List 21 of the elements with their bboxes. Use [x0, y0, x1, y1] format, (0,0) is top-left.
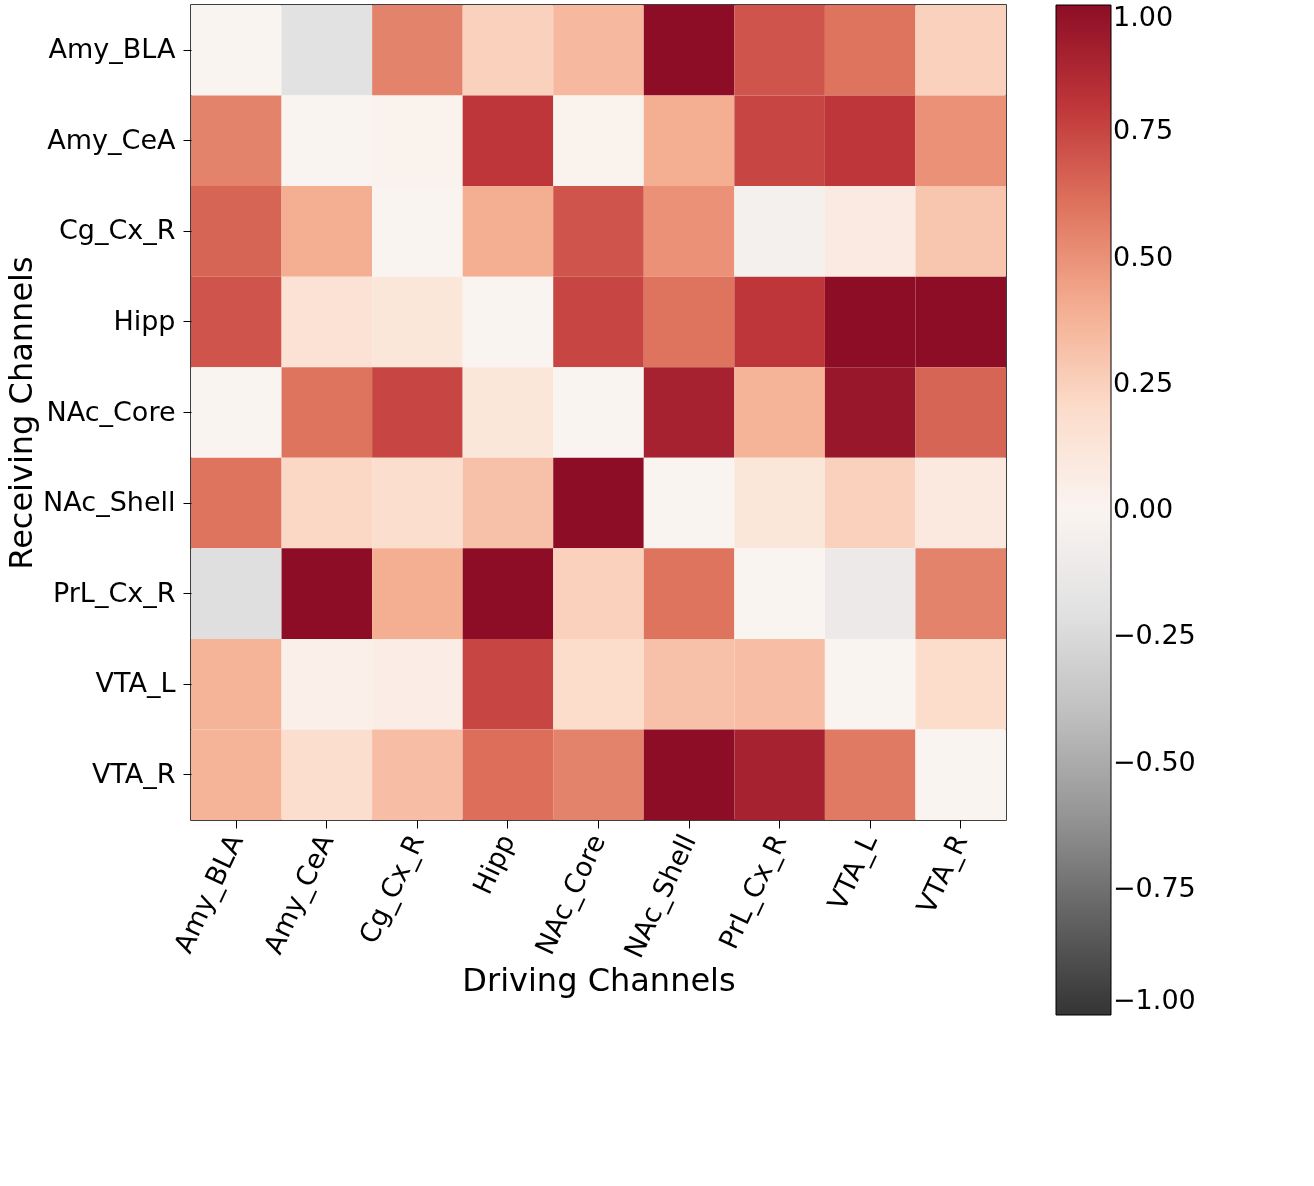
color-bar-label: 0.25: [1113, 366, 1174, 398]
color-bar-label: 0.50: [1113, 240, 1174, 272]
color-bar-label: −0.25: [1113, 619, 1196, 651]
y-tick-label: VTA_L: [95, 667, 176, 699]
y-tick-label: Hipp: [113, 304, 176, 336]
y-axis-title: Receiving Channels: [2, 256, 41, 570]
y-tick-label: VTA_R: [91, 757, 176, 789]
color-bar-label: −0.75: [1113, 871, 1196, 903]
y-tick-label: NAc_Shell: [43, 486, 176, 518]
color-bar-label: −0.50: [1113, 745, 1196, 777]
color-bar-label: 0.75: [1113, 114, 1174, 146]
y-tick-label: NAc_Core: [46, 395, 176, 427]
y-tick-label: Cg_Cx_R: [58, 214, 176, 246]
x-tick-label: Hipp: [466, 829, 521, 899]
color-bar-label: 0.00: [1113, 493, 1174, 524]
x-axis-title: Driving Channels: [462, 960, 736, 999]
color-bar-label: −1.00: [1113, 984, 1196, 1015]
y-tick-label: Amy_BLA: [48, 33, 177, 65]
y-tick-label: PrL_Cx_R: [52, 576, 176, 608]
y-tick-label: Amy_CeA: [47, 123, 177, 155]
color-bar-label: 1.00: [1113, 1, 1174, 32]
